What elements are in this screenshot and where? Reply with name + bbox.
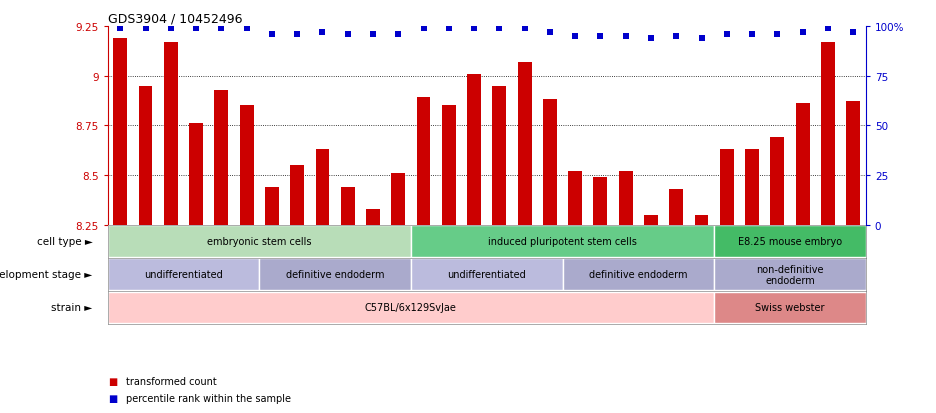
Bar: [391, 173, 405, 225]
Bar: [113, 39, 127, 225]
Bar: [411, 226, 714, 257]
Point: [417, 26, 431, 32]
Text: transformed count: transformed count: [126, 376, 217, 386]
Bar: [619, 171, 633, 225]
Point: [213, 26, 229, 32]
Bar: [189, 124, 203, 225]
Bar: [290, 166, 304, 225]
Bar: [164, 43, 178, 225]
Bar: [846, 102, 860, 225]
Bar: [695, 215, 709, 225]
Bar: [821, 43, 835, 225]
Point: [265, 31, 280, 38]
Bar: [543, 100, 557, 225]
Point: [492, 26, 507, 32]
Point: [796, 29, 811, 36]
Point: [695, 36, 709, 42]
Point: [593, 33, 608, 40]
Text: C57BL/6x129SvJae: C57BL/6x129SvJae: [365, 303, 457, 313]
Point: [543, 29, 558, 36]
Bar: [315, 150, 329, 225]
Point: [341, 31, 356, 38]
Point: [821, 26, 836, 32]
Text: E8.25 mouse embryo: E8.25 mouse embryo: [738, 237, 842, 247]
Point: [467, 26, 482, 32]
Point: [720, 31, 735, 38]
Point: [745, 31, 760, 38]
Bar: [568, 171, 582, 225]
Bar: [442, 106, 456, 225]
Text: definitive endoderm: definitive endoderm: [589, 270, 688, 280]
Text: percentile rank within the sample: percentile rank within the sample: [126, 393, 291, 403]
Bar: [467, 74, 481, 225]
Text: Swiss webster: Swiss webster: [755, 303, 825, 313]
Point: [619, 33, 634, 40]
Point: [139, 26, 154, 32]
Point: [240, 26, 255, 32]
Bar: [720, 150, 734, 225]
Point: [112, 26, 127, 32]
Point: [846, 29, 861, 36]
Point: [442, 26, 457, 32]
Point: [314, 29, 330, 36]
Bar: [139, 86, 153, 225]
Text: development stage ►: development stage ►: [0, 270, 93, 280]
Bar: [240, 106, 254, 225]
Bar: [108, 292, 714, 323]
Point: [518, 26, 533, 32]
Bar: [366, 209, 380, 225]
Bar: [644, 215, 658, 225]
Bar: [714, 259, 866, 290]
Point: [391, 31, 406, 38]
Bar: [796, 104, 810, 225]
Text: ■: ■: [108, 376, 117, 386]
Point: [188, 26, 204, 32]
Bar: [108, 226, 411, 257]
Bar: [518, 62, 532, 225]
Text: ■: ■: [108, 393, 117, 403]
Text: undifferentiated: undifferentiated: [447, 270, 526, 280]
Point: [769, 31, 784, 38]
Bar: [417, 98, 431, 225]
Text: undifferentiated: undifferentiated: [144, 270, 223, 280]
Bar: [714, 292, 866, 323]
Bar: [593, 178, 607, 225]
Text: strain ►: strain ►: [51, 303, 93, 313]
Bar: [770, 138, 784, 225]
Bar: [411, 259, 563, 290]
Text: cell type ►: cell type ►: [37, 237, 93, 247]
Text: embryonic stem cells: embryonic stem cells: [207, 237, 312, 247]
Point: [668, 33, 683, 40]
Bar: [259, 259, 411, 290]
Bar: [714, 226, 866, 257]
Point: [366, 31, 381, 38]
Bar: [341, 188, 355, 225]
Point: [567, 33, 582, 40]
Text: GDS3904 / 10452496: GDS3904 / 10452496: [108, 13, 242, 26]
Text: definitive endoderm: definitive endoderm: [285, 270, 385, 280]
Bar: [563, 259, 714, 290]
Bar: [669, 190, 683, 225]
Bar: [492, 86, 506, 225]
Point: [164, 26, 179, 32]
Point: [644, 36, 659, 42]
Text: non-definitive
endoderm: non-definitive endoderm: [756, 264, 824, 285]
Bar: [108, 259, 259, 290]
Bar: [265, 188, 279, 225]
Bar: [214, 90, 228, 225]
Bar: [745, 150, 759, 225]
Text: induced pluripotent stem cells: induced pluripotent stem cells: [488, 237, 637, 247]
Point: [290, 31, 305, 38]
